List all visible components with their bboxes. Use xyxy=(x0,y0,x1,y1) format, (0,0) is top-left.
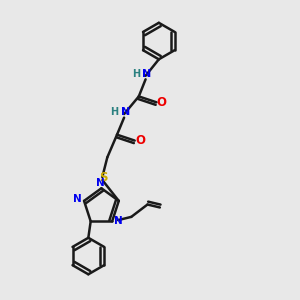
Text: H: H xyxy=(111,107,119,117)
Text: H: H xyxy=(132,69,140,79)
Text: N: N xyxy=(142,69,152,79)
Text: N: N xyxy=(114,216,123,226)
Text: N: N xyxy=(97,178,105,188)
Text: S: S xyxy=(100,171,108,184)
Text: N: N xyxy=(73,194,82,204)
Text: O: O xyxy=(157,96,167,109)
Text: N: N xyxy=(121,107,130,117)
Text: O: O xyxy=(135,134,145,147)
